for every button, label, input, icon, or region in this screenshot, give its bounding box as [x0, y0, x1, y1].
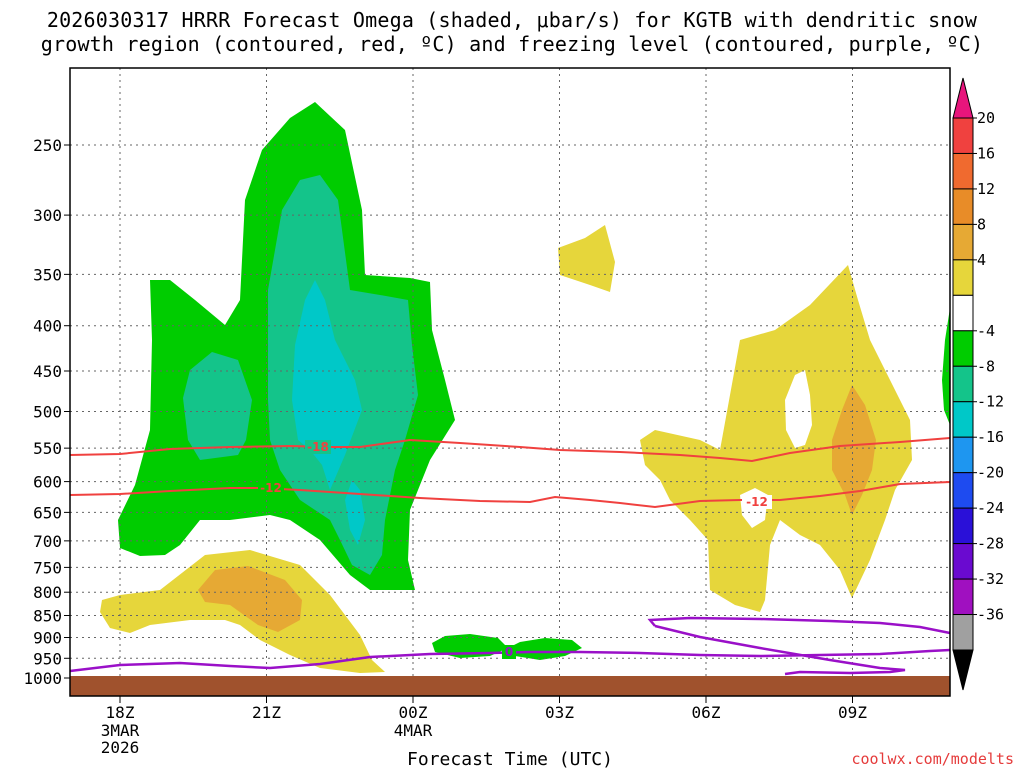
colorbar-label: -24: [977, 499, 1004, 517]
y-tick-label: 250: [33, 136, 62, 155]
y-tick-label: 1000: [23, 669, 62, 688]
contours: -18 -12 -12 0: [69, 437, 951, 676]
colorbar-label: 16: [977, 144, 995, 162]
omega-region-green-edge: [942, 308, 950, 425]
colorbar-swatch: [952, 436, 974, 474]
colorbar-label: -4: [977, 322, 995, 340]
x-tick-label: 00Z: [399, 703, 428, 722]
grid-lines: [70, 68, 950, 696]
colorbar-swatch: [952, 294, 974, 332]
colorbar-label: -8: [977, 357, 995, 375]
colorbar-swatch: [952, 614, 974, 651]
contour-label-bg: [258, 481, 284, 495]
omega-region-green-low2: [508, 638, 582, 660]
y-tick-label: 850: [33, 607, 62, 626]
omega-region-yellow-right: [640, 265, 912, 612]
omega-shading: [100, 102, 950, 673]
colorbar-swatch: [952, 507, 974, 545]
contour-label-minus12-left: -12: [260, 481, 282, 495]
colorbar-label: -32: [977, 570, 1004, 588]
y-tick-label: 750: [33, 558, 62, 577]
colorbar-swatch: [952, 188, 974, 225]
omega-region-orange-right: [832, 385, 876, 515]
colorbar-label: -28: [977, 535, 1004, 553]
plot-frame: [69, 67, 951, 697]
colorbar-swatch: [952, 330, 974, 367]
chart-title-line1: 2026030317 HRRR Forecast Omega (shaded, …: [46, 8, 978, 32]
colorbar-label: 12: [977, 180, 995, 198]
x-tick-date: 3MAR: [101, 721, 140, 740]
colorbar-bottom-arrow: [952, 649, 974, 691]
chart-title-line2: growth region (contoured, red, ºC) and f…: [40, 32, 984, 56]
colorbar-label: -36: [977, 606, 1004, 624]
colorbar-swatch: [952, 259, 974, 296]
contour-label-minus12-right: -12: [746, 495, 768, 509]
colorbar-label: 8: [977, 215, 986, 233]
y-tick-label: 550: [33, 439, 62, 458]
omega-region-teal: [183, 352, 252, 460]
y-tick-label: 600: [33, 473, 62, 492]
colorbar-label: 20: [977, 109, 995, 127]
y-tick-label: 450: [33, 362, 62, 381]
x-tick-date: 4MAR: [394, 721, 433, 740]
y-tick-label: 950: [33, 649, 62, 668]
x-tick-label: 06Z: [692, 703, 721, 722]
colorbar-swatch: [952, 117, 974, 154]
colorbar-swatch: [952, 401, 974, 438]
contour-label-minus18: -18: [307, 440, 329, 454]
y-axis: 250 300 350 400 450 500 550 600 650 700 750 800 850 9…: [23, 136, 70, 688]
colorbar-swatch: [952, 543, 974, 580]
colorbar-swatch: [952, 578, 974, 616]
y-tick-label: 350: [33, 265, 62, 284]
y-tick-label: 300: [33, 206, 62, 225]
y-tick-label: 700: [33, 532, 62, 551]
chart-title: 2026030317 HRRR Forecast Omega (shaded, …: [0, 8, 1024, 56]
freezing-level-contour-3: [654, 624, 906, 676]
omega-region-cyan: [292, 280, 362, 490]
dendritic-contour-upper: [69, 437, 951, 463]
colorbar-label: 4: [977, 251, 986, 269]
x-tick-label: 18Z: [106, 703, 135, 722]
colorbar-top-arrow: [952, 77, 974, 119]
y-tick-label: 500: [33, 403, 62, 422]
contour-label-bg: [305, 440, 331, 454]
freezing-level-contour-2: [647, 616, 951, 635]
x-tick-date: 2026: [101, 738, 140, 757]
colorbar-swatch: [952, 223, 974, 261]
colorbar-label: -20: [977, 464, 1004, 482]
contour-label-freezing: 0: [505, 645, 513, 659]
colorbar-swatch: [952, 472, 974, 509]
colorbar: 20 16 12 8 4 -4 -8 -12 -16 -20 -24 -28 -32 -36: [952, 77, 1004, 691]
omega-region-cyan-2: [345, 480, 365, 545]
y-tick-label: 800: [33, 583, 62, 602]
y-tick-label: 400: [33, 317, 62, 336]
dendritic-contour-lower: [69, 481, 951, 509]
colorbar-label: -12: [977, 393, 1004, 411]
omega-region-neutral-hole: [785, 370, 812, 448]
colorbar-swatch: [952, 152, 974, 190]
x-tick-label: 03Z: [545, 703, 574, 722]
x-tick-label: 21Z: [252, 703, 281, 722]
contour-label-bg: [502, 645, 516, 659]
credit-text: coolwx.com/modelts: [851, 750, 1014, 768]
x-axis-title: Forecast Time (UTC): [407, 749, 613, 768]
y-tick-label: 900: [33, 628, 62, 647]
y-tick-label: 650: [33, 503, 62, 522]
colorbar-label: -16: [977, 428, 1004, 446]
terrain-ground: [70, 676, 950, 696]
x-tick-label: 09Z: [838, 703, 867, 722]
colorbar-swatch: [952, 365, 974, 403]
omega-region-yellow-upper: [558, 225, 615, 292]
contour-label-bg: [742, 495, 772, 509]
